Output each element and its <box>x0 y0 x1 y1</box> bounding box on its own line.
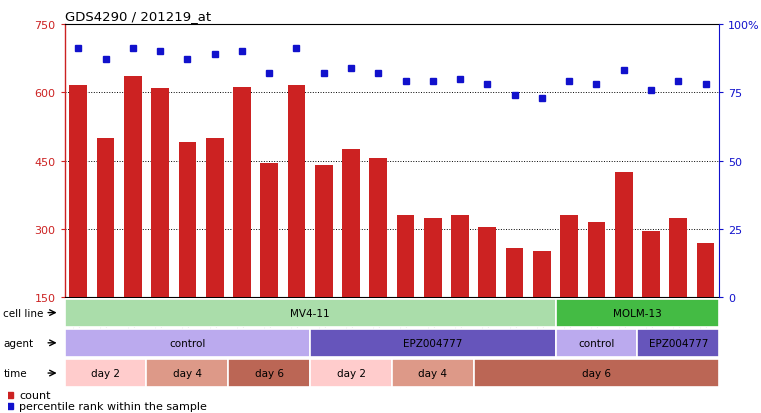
FancyBboxPatch shape <box>146 359 228 387</box>
Bar <box>151 88 169 298</box>
Bar <box>369 159 387 298</box>
Bar <box>533 252 551 298</box>
Text: MOLM-13: MOLM-13 <box>613 308 662 318</box>
Bar <box>179 143 196 298</box>
FancyBboxPatch shape <box>65 299 556 327</box>
Text: MV4-11: MV4-11 <box>290 308 330 318</box>
Text: day 2: day 2 <box>91 368 120 378</box>
FancyBboxPatch shape <box>556 299 719 327</box>
Bar <box>69 86 88 298</box>
Bar <box>424 218 441 298</box>
Text: EPZ004777: EPZ004777 <box>403 338 463 348</box>
FancyBboxPatch shape <box>473 359 719 387</box>
FancyBboxPatch shape <box>392 359 473 387</box>
Text: control: control <box>169 338 205 348</box>
FancyBboxPatch shape <box>556 329 638 357</box>
Text: EPZ004777: EPZ004777 <box>648 338 708 348</box>
Bar <box>97 138 114 298</box>
Bar <box>587 223 605 298</box>
Bar <box>615 173 632 298</box>
FancyBboxPatch shape <box>310 359 392 387</box>
Bar <box>396 216 415 298</box>
Bar <box>233 88 251 298</box>
FancyBboxPatch shape <box>228 359 310 387</box>
FancyBboxPatch shape <box>638 329 719 357</box>
Text: day 2: day 2 <box>336 368 365 378</box>
Bar <box>479 227 496 298</box>
Bar <box>288 86 305 298</box>
Bar <box>451 216 469 298</box>
FancyBboxPatch shape <box>65 359 146 387</box>
Bar <box>205 138 224 298</box>
Text: control: control <box>578 338 615 348</box>
Text: day 6: day 6 <box>582 368 611 378</box>
Text: time: time <box>3 368 27 378</box>
Bar <box>260 164 278 298</box>
FancyBboxPatch shape <box>65 329 310 357</box>
Text: percentile rank within the sample: percentile rank within the sample <box>19 401 207 411</box>
Text: cell line: cell line <box>3 308 43 318</box>
Bar <box>642 232 660 298</box>
FancyBboxPatch shape <box>310 329 556 357</box>
Text: GDS4290 / 201219_at: GDS4290 / 201219_at <box>65 10 211 23</box>
Bar <box>670 218 687 298</box>
Bar <box>124 77 142 298</box>
Text: agent: agent <box>3 338 33 348</box>
Text: count: count <box>19 390 50 401</box>
Bar <box>315 166 333 298</box>
Text: day 4: day 4 <box>173 368 202 378</box>
Bar <box>506 249 524 298</box>
Bar <box>696 243 715 298</box>
Text: day 4: day 4 <box>419 368 447 378</box>
Bar <box>342 150 360 298</box>
Bar <box>560 216 578 298</box>
Text: day 6: day 6 <box>255 368 284 378</box>
